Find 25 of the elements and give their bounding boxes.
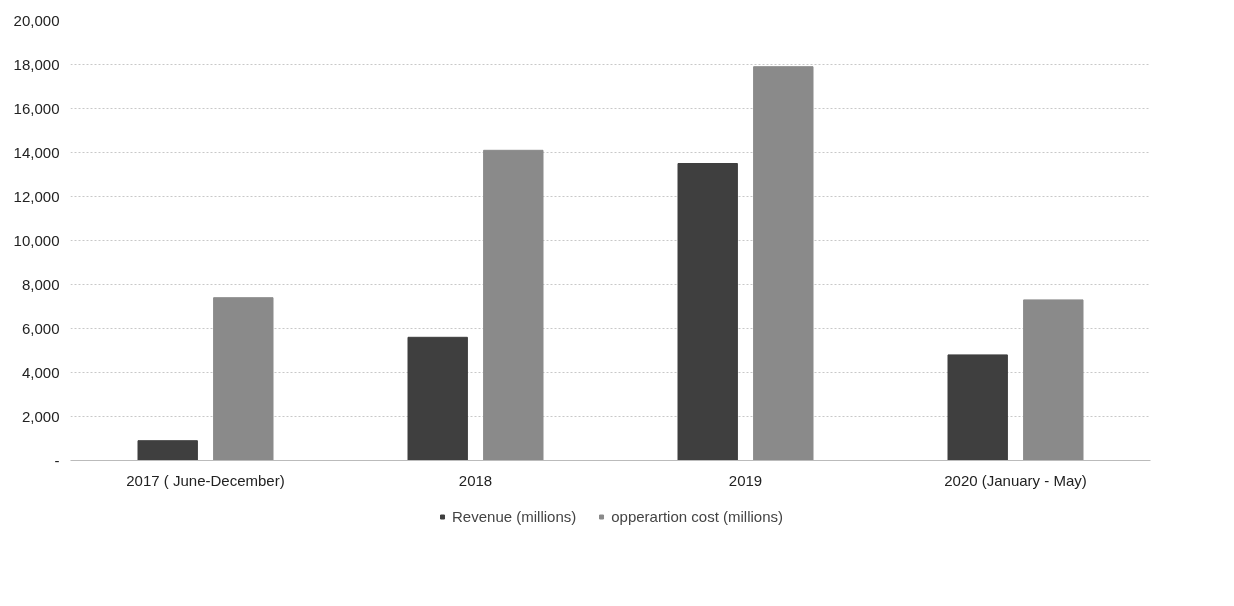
legend-label: opperartion cost (millions) xyxy=(611,507,783,525)
x-tick-label: 2017 ( June-December) xyxy=(126,471,285,489)
bar xyxy=(483,149,544,461)
y-tick-label: 14,000 xyxy=(13,143,60,161)
y-tick-label: 2,000 xyxy=(21,407,60,425)
y-tick-label: 10,000 xyxy=(13,231,60,249)
bar xyxy=(677,163,738,461)
y-tick-label: 4,000 xyxy=(21,363,60,381)
y-tick-label: 12,000 xyxy=(13,187,60,205)
x-tick-label: 2020 (January - May) xyxy=(944,471,1087,489)
y-tick-label: 6,000 xyxy=(21,319,60,337)
bar xyxy=(753,66,814,461)
bar xyxy=(1023,299,1084,461)
bar xyxy=(947,354,1008,461)
y-tick-label: - xyxy=(54,451,60,469)
bar xyxy=(137,440,198,461)
y-tick-label: 20,000 xyxy=(13,11,60,29)
x-tick-label: 2019 xyxy=(728,471,763,489)
x-tick-label: 2018 xyxy=(458,471,493,489)
y-tick-label: 8,000 xyxy=(21,275,60,293)
bar xyxy=(407,336,468,461)
legend-label: Revenue (millions) xyxy=(452,507,577,525)
y-tick-label: 18,000 xyxy=(13,55,60,73)
y-tick-label: 16,000 xyxy=(13,99,60,117)
bar xyxy=(213,297,274,461)
